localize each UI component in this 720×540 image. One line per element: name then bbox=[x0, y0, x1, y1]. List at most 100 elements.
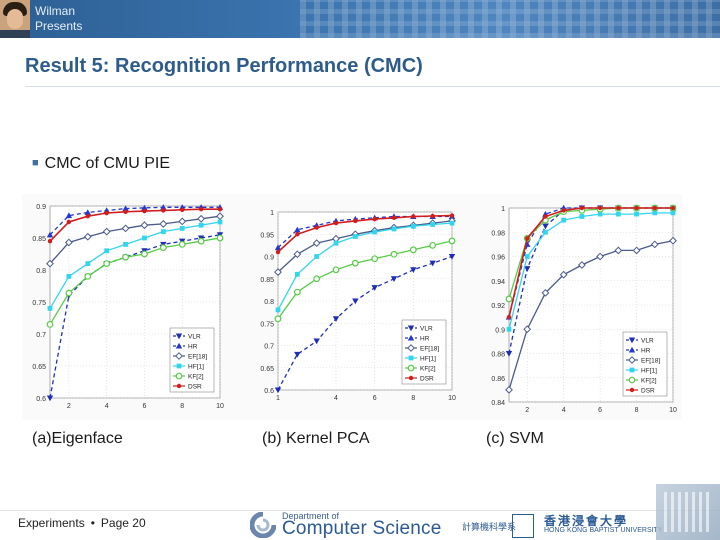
data-point bbox=[449, 220, 455, 226]
data-point bbox=[352, 234, 358, 239]
data-point bbox=[429, 241, 437, 249]
data-point bbox=[669, 236, 677, 245]
data-point bbox=[650, 240, 659, 249]
data-point bbox=[123, 242, 128, 247]
data-point bbox=[198, 222, 204, 228]
y-tick-label: 0.85 bbox=[260, 277, 274, 284]
data-point bbox=[506, 326, 512, 332]
legend-marker bbox=[628, 346, 636, 353]
data-point bbox=[295, 232, 300, 237]
data-point bbox=[314, 225, 319, 230]
data-point bbox=[351, 259, 359, 267]
series-line-hf bbox=[49, 221, 221, 309]
y-tick-label: 0.8 bbox=[264, 299, 274, 306]
legend-marker bbox=[628, 337, 636, 344]
data-point bbox=[274, 315, 282, 323]
data-point bbox=[411, 214, 416, 219]
dept-small-text: Department of bbox=[282, 511, 340, 521]
data-point bbox=[634, 211, 639, 217]
data-point bbox=[178, 241, 186, 248]
x-tick-label: 10 bbox=[669, 407, 677, 414]
legend-label: DSR bbox=[420, 376, 434, 383]
legend-marker bbox=[175, 352, 183, 360]
legend-label: HR bbox=[188, 344, 198, 351]
bullet-item: ■ CMC of CMU PIE bbox=[32, 155, 170, 173]
data-point bbox=[524, 266, 531, 272]
data-point bbox=[65, 289, 73, 297]
separator-dot-icon: • bbox=[90, 516, 95, 530]
data-point bbox=[448, 237, 456, 245]
dept-chinese: 計算機科學系 bbox=[462, 522, 517, 532]
data-point bbox=[159, 220, 168, 228]
data-point bbox=[313, 338, 320, 345]
legend-marker bbox=[407, 325, 415, 332]
slide-title: Result 5: Recognition Performance (CMC) bbox=[25, 55, 423, 77]
y-tick-label: 0.94 bbox=[491, 279, 505, 286]
presenter-label: Wilman Presents bbox=[35, 4, 82, 34]
legend-label: VLR bbox=[641, 338, 654, 345]
x-tick-label: 4 bbox=[105, 403, 109, 410]
y-tick-label: 0.95 bbox=[260, 232, 274, 239]
y-tick-label: 0.75 bbox=[32, 300, 46, 307]
series-line-dsr bbox=[49, 208, 220, 242]
series-line-dsr bbox=[508, 207, 673, 318]
y-tick-label: 0.65 bbox=[260, 366, 274, 373]
data-point bbox=[430, 213, 435, 219]
data-point bbox=[579, 205, 585, 211]
legend-label: KF[2] bbox=[641, 378, 657, 385]
legend-marker bbox=[176, 363, 182, 369]
university-name-en: HONG KONG BAPTIST UNIVERSITY bbox=[544, 527, 663, 534]
data-point bbox=[178, 217, 187, 226]
data-point bbox=[217, 207, 223, 212]
x-tick-label: 1 bbox=[276, 395, 280, 402]
chart-kernel-pca: 0.6 0.65 0.7 0.75 0.8 0.85 0.9 0.95 1 1 4 6 8 10 VLR HR… bbox=[260, 210, 456, 402]
legend-box bbox=[622, 331, 668, 397]
data-point bbox=[429, 260, 436, 267]
data-point bbox=[332, 316, 340, 322]
data-point bbox=[615, 211, 621, 217]
presenter-avatar bbox=[0, 0, 30, 38]
x-tick-label: 8 bbox=[180, 403, 184, 410]
dept-name: Computer Science bbox=[282, 518, 442, 539]
series-line-hf bbox=[508, 212, 673, 330]
data-point bbox=[141, 204, 148, 211]
data-point bbox=[275, 307, 281, 313]
data-point bbox=[390, 276, 398, 282]
data-point bbox=[197, 214, 206, 223]
data-point bbox=[46, 320, 54, 328]
data-point bbox=[410, 223, 416, 229]
data-point bbox=[142, 235, 147, 241]
data-point bbox=[542, 223, 549, 230]
data-point bbox=[577, 261, 586, 269]
y-tick-label: 0.92 bbox=[491, 303, 505, 310]
x-tick-label: 6 bbox=[373, 395, 377, 402]
data-point bbox=[102, 227, 111, 236]
data-point bbox=[670, 205, 676, 211]
data-point bbox=[141, 250, 148, 258]
x-tick-label: 8 bbox=[635, 407, 639, 414]
data-point bbox=[333, 240, 339, 246]
y-tick-label: 0.7 bbox=[264, 344, 274, 351]
legend-marker bbox=[176, 383, 182, 389]
footer-divider bbox=[0, 510, 720, 511]
data-point bbox=[274, 268, 282, 276]
series-line-ef bbox=[508, 240, 674, 391]
x-tick-label: 2 bbox=[67, 403, 71, 410]
series-line-dsr bbox=[277, 214, 453, 253]
legend-label: DSR bbox=[641, 388, 655, 395]
data-point bbox=[579, 214, 585, 219]
data-point bbox=[140, 221, 149, 230]
series-line-vlr bbox=[49, 234, 221, 399]
data-point bbox=[293, 288, 301, 296]
data-point bbox=[505, 295, 513, 303]
data-point bbox=[294, 226, 301, 233]
caption-svm: (c) SVM bbox=[486, 430, 544, 447]
legend-label: DSR bbox=[188, 384, 202, 391]
data-point bbox=[47, 306, 53, 311]
data-point bbox=[430, 222, 436, 227]
data-point bbox=[275, 249, 281, 255]
legend-marker bbox=[628, 356, 636, 364]
data-point bbox=[561, 208, 566, 213]
data-point bbox=[523, 325, 532, 334]
university-crest-icon bbox=[512, 514, 534, 538]
